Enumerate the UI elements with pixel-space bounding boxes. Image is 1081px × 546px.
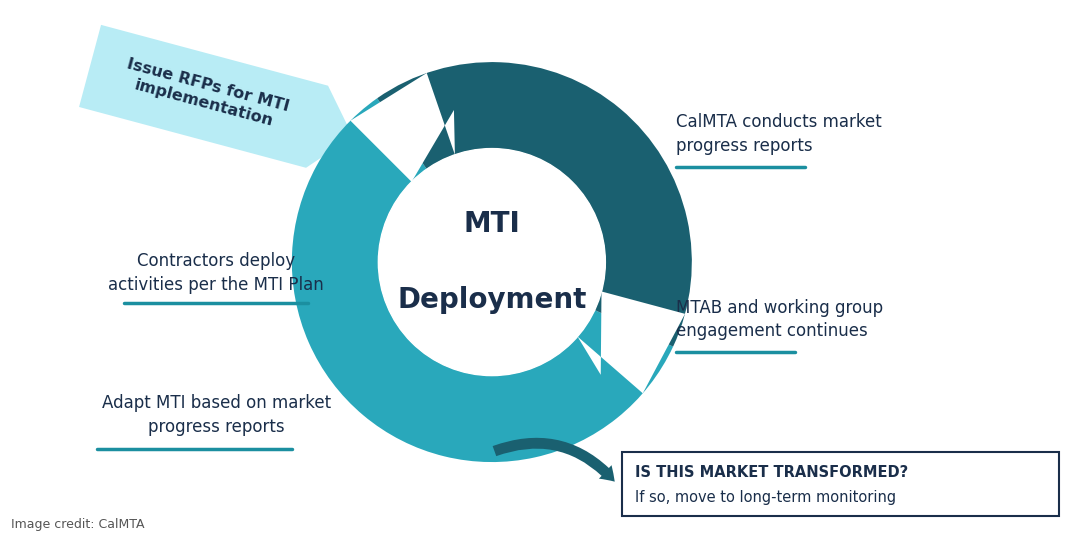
Text: If so, move to long-term monitoring: If so, move to long-term monitoring — [635, 490, 896, 506]
FancyArrowPatch shape — [493, 438, 615, 482]
Text: Contractors deploy
activities per the MTI Plan: Contractors deploy activities per the MT… — [108, 252, 324, 294]
Text: Issue RFPs for MTI
implementation: Issue RFPs for MTI implementation — [121, 56, 291, 132]
Polygon shape — [79, 25, 352, 168]
Wedge shape — [292, 98, 673, 462]
Text: Image credit: CalMTA: Image credit: CalMTA — [11, 518, 144, 531]
Polygon shape — [350, 73, 455, 182]
Wedge shape — [377, 62, 692, 347]
Circle shape — [378, 149, 605, 376]
Text: Deployment: Deployment — [397, 286, 587, 314]
Text: Adapt MTI based on market
progress reports: Adapt MTI based on market progress repor… — [102, 394, 331, 436]
Text: MTAB and working group
engagement continues: MTAB and working group engagement contin… — [676, 299, 883, 340]
Text: IS THIS MARKET TRANSFORMED?: IS THIS MARKET TRANSFORMED? — [635, 465, 908, 479]
Polygon shape — [577, 292, 685, 393]
Text: CalMTA conducts market
progress reports: CalMTA conducts market progress reports — [676, 113, 881, 155]
Text: MTI: MTI — [464, 210, 520, 238]
FancyBboxPatch shape — [622, 452, 1059, 516]
